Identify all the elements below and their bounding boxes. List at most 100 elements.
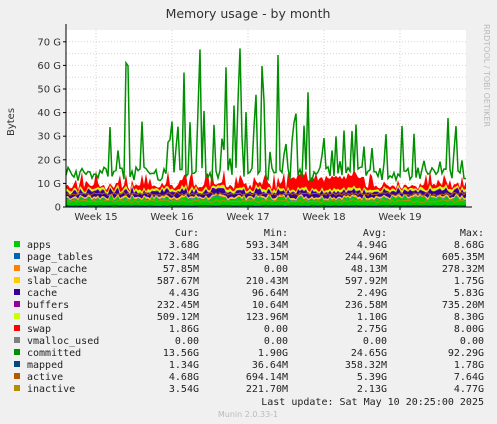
series-area-buffers xyxy=(66,185,466,196)
legend-value-cur: 4.43G xyxy=(169,288,199,299)
legend-value-min: 96.64M xyxy=(252,288,288,299)
legend-value-min: 1.90G xyxy=(258,348,288,359)
legend-name: vmalloc_used xyxy=(27,336,99,347)
x-tick-label: Week 19 xyxy=(378,212,421,223)
legend-name: swap xyxy=(27,324,51,335)
legend-value-max: 278.32M xyxy=(442,264,484,275)
legend-value-max: 1.78G xyxy=(454,360,484,371)
legend-value-min: 593.34M xyxy=(246,240,288,251)
series-line-mapped xyxy=(65,204,467,207)
legend-value-max: 5.83G xyxy=(454,288,484,299)
legend-header: Avg: xyxy=(363,228,387,239)
legend-value-avg: 5.39G xyxy=(357,372,387,383)
legend-swatch xyxy=(14,385,20,391)
legend-header: Max: xyxy=(460,228,484,239)
legend-name: buffers xyxy=(27,300,69,311)
legend-value-avg: 244.96M xyxy=(345,252,387,263)
legend-swatch xyxy=(14,301,20,307)
legend-name: apps xyxy=(27,240,51,251)
last-update: Last update: Sat May 10 20:25:00 2025 xyxy=(261,397,484,408)
legend-value-avg: 1.10G xyxy=(357,312,387,323)
legend-value-max: 0.00 xyxy=(460,336,484,347)
legend-value-min: 33.15M xyxy=(252,252,288,263)
legend-value-max: 605.35M xyxy=(442,252,484,263)
legend-swatch xyxy=(14,241,20,247)
legend-value-min: 221.70M xyxy=(246,384,288,395)
legend-swatch xyxy=(14,349,20,355)
grid-lines xyxy=(66,30,466,207)
legend-value-cur: 0.00 xyxy=(175,336,199,347)
legend-swatch xyxy=(14,253,20,259)
y-tick-label: 10 G xyxy=(37,179,61,190)
legend-header: Cur: xyxy=(175,228,199,239)
y-tick-label: 70 G xyxy=(37,37,61,48)
legend-value-cur: 172.34M xyxy=(157,252,199,263)
legend-value-max: 1.75G xyxy=(454,276,484,287)
legend-swatch xyxy=(14,265,20,271)
x-tick-label: Week 17 xyxy=(226,212,269,223)
legend-name: slab_cache xyxy=(27,276,87,287)
legend-value-cur: 509.12M xyxy=(157,312,199,323)
legend-value-min: 0.00 xyxy=(264,324,288,335)
series-area-unused xyxy=(66,183,466,195)
legend-value-cur: 13.56G xyxy=(163,348,199,359)
y-tick-label: 0 xyxy=(55,203,61,214)
legend-value-min: 36.64M xyxy=(252,360,288,371)
x-tick-label: Week 15 xyxy=(74,212,117,223)
series-line-inactive xyxy=(65,199,467,204)
legend: Cur: Min: Avg: Max: apps 3.68G 593.34M 4.94G 8.6… xyxy=(14,228,484,395)
legend-name: page_tables xyxy=(27,252,93,263)
legend-value-min: 694.14M xyxy=(246,372,288,383)
series-area-apps xyxy=(66,196,466,207)
series-line-committed xyxy=(65,48,467,183)
y-tick-label: 60 G xyxy=(37,61,61,72)
y-tick-label: 50 G xyxy=(37,85,61,96)
legend-name: inactive xyxy=(27,384,75,395)
legend-swatch xyxy=(14,337,20,343)
legend-swatch xyxy=(14,373,20,379)
y-tick-label: 30 G xyxy=(37,132,61,143)
legend-value-min: 0.00 xyxy=(264,336,288,347)
y-axis-label: Bytes xyxy=(6,108,17,136)
legend-swatch xyxy=(14,277,20,283)
legend-value-avg: 597.92M xyxy=(345,276,387,287)
x-tick-labels: Week 15 Week 16 Week 17 Week 18 Week 19 xyxy=(74,212,421,223)
legend-name: cache xyxy=(27,288,57,299)
series-area-swap xyxy=(66,169,466,193)
legend-name: active xyxy=(27,372,63,383)
axes xyxy=(63,24,472,210)
legend-value-cur: 3.68G xyxy=(169,240,199,251)
legend-value-min: 123.96M xyxy=(246,312,288,323)
series-area-page_tables xyxy=(66,195,466,202)
y-tick-label: 40 G xyxy=(37,108,61,119)
legend-name: mapped xyxy=(27,360,63,371)
legend-value-max: 7.64G xyxy=(454,372,484,383)
legend-swatch xyxy=(14,325,20,331)
legend-swatch xyxy=(14,361,20,367)
legend-value-avg: 0.00 xyxy=(363,336,387,347)
legend-value-cur: 4.68G xyxy=(169,372,199,383)
legend-value-max: 92.29G xyxy=(448,348,484,359)
legend-value-avg: 48.13M xyxy=(351,264,387,275)
y-tick-label: 20 G xyxy=(37,155,61,166)
y-tick-labels: 0 10 G 20 G 30 G 40 G 50 G 60 G 70 G xyxy=(37,37,61,213)
series-line-active xyxy=(65,191,467,197)
legend-value-cur: 1.86G xyxy=(169,324,199,335)
x-tick-label: Week 16 xyxy=(150,212,193,223)
legend-value-cur: 232.45M xyxy=(157,300,199,311)
legend-value-avg: 236.58M xyxy=(345,300,387,311)
legend-value-max: 8.68G xyxy=(454,240,484,251)
legend-value-avg: 4.94G xyxy=(357,240,387,251)
legend-value-cur: 1.34G xyxy=(169,360,199,371)
legend-value-avg: 2.75G xyxy=(357,324,387,335)
legend-name: committed xyxy=(27,348,81,359)
legend-value-cur: 57.85M xyxy=(163,264,199,275)
legend-value-avg: 2.13G xyxy=(357,384,387,395)
legend-value-max: 8.30G xyxy=(454,312,484,323)
legend-value-max: 4.77G xyxy=(454,384,484,395)
legend-name: swap_cache xyxy=(27,264,87,275)
series-area-cache xyxy=(66,186,466,200)
legend-value-min: 210.43M xyxy=(246,276,288,287)
series-areas xyxy=(65,48,467,207)
